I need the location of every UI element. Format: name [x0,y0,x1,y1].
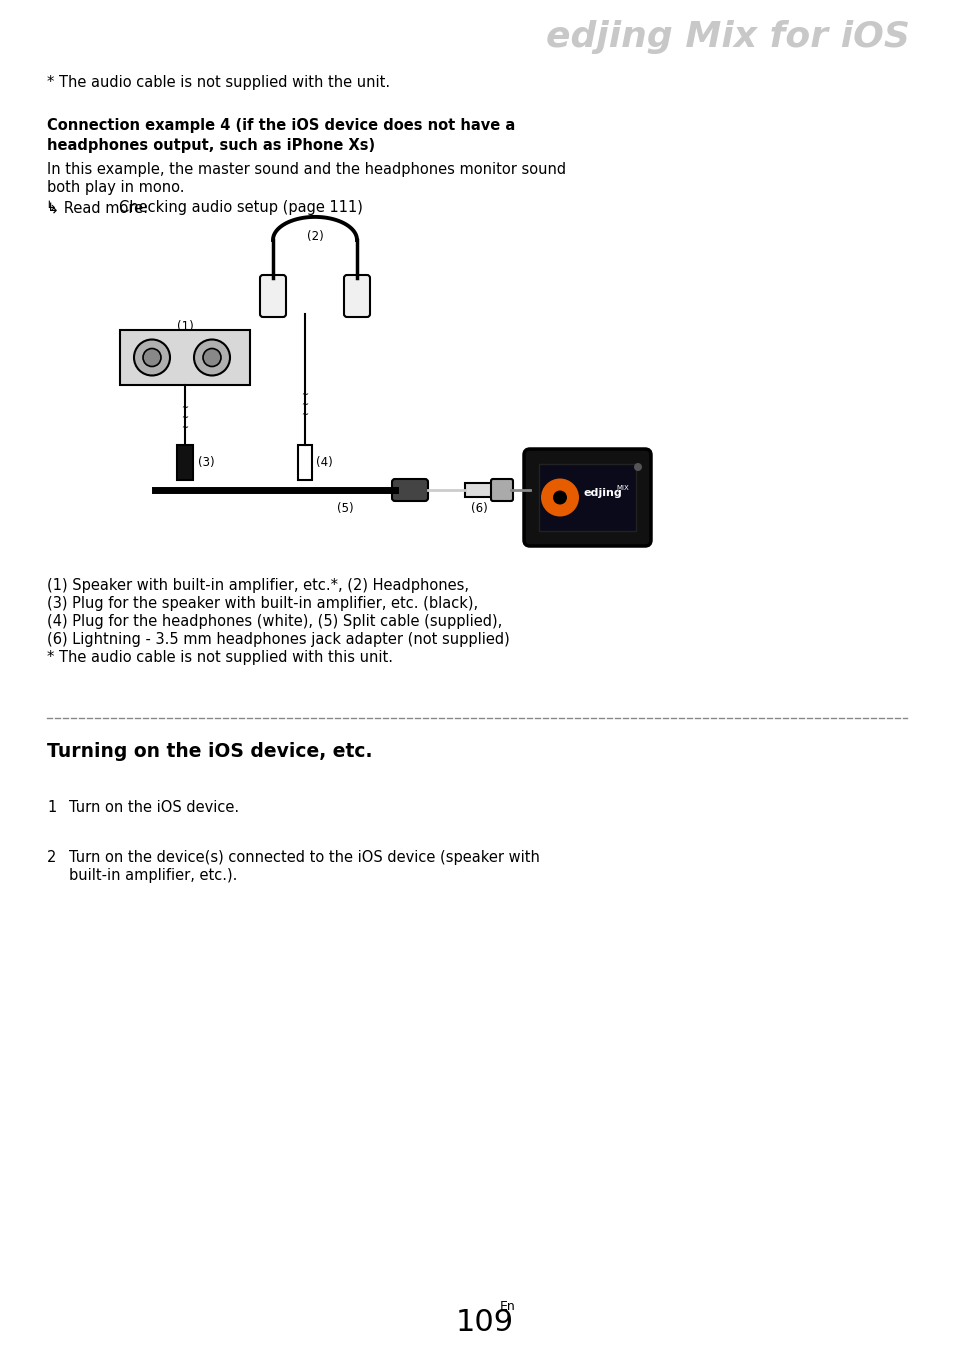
Text: edjing: edjing [583,488,622,499]
FancyBboxPatch shape [491,479,513,501]
FancyBboxPatch shape [538,464,636,531]
Text: (1): (1) [176,319,193,333]
Text: In this example, the master sound and the headphones monitor sound: In this example, the master sound and th… [47,162,565,177]
FancyBboxPatch shape [464,483,493,497]
Circle shape [133,340,170,376]
FancyBboxPatch shape [120,330,250,386]
Text: MIX: MIX [616,484,628,491]
Circle shape [203,349,221,367]
Text: (3): (3) [198,456,214,469]
Text: Turn on the iOS device.: Turn on the iOS device. [69,799,239,816]
Text: Connection example 4 (if the iOS device does not have a: Connection example 4 (if the iOS device … [47,119,515,133]
Text: En: En [499,1299,516,1313]
Text: ↳: ↳ [45,200,56,213]
Text: headphones output, such as iPhone Xs): headphones output, such as iPhone Xs) [47,137,375,154]
Text: * The audio cable is not supplied with this unit.: * The audio cable is not supplied with t… [47,650,393,665]
FancyBboxPatch shape [523,449,650,546]
Text: ~: ~ [181,403,189,412]
Text: ↳ Read more:: ↳ Read more: [47,200,152,214]
Text: both play in mono.: both play in mono. [47,181,184,195]
Circle shape [143,349,161,367]
Text: (4): (4) [315,456,333,469]
Text: 109: 109 [456,1308,514,1337]
Text: ~: ~ [301,391,308,399]
Text: (1) Speaker with built-in amplifier, etc.*, (2) Headphones,: (1) Speaker with built-in amplifier, etc… [47,578,469,593]
FancyBboxPatch shape [177,445,193,480]
Text: ~: ~ [301,411,308,419]
Circle shape [540,479,578,516]
Text: (6) Lightning - 3.5 mm headphones jack adapter (not supplied): (6) Lightning - 3.5 mm headphones jack a… [47,632,509,647]
Text: (6): (6) [470,501,487,515]
Text: 1: 1 [47,799,56,816]
Text: built-in amplifier, etc.).: built-in amplifier, etc.). [69,868,237,883]
Text: (2): (2) [306,231,323,243]
Circle shape [553,491,566,504]
FancyBboxPatch shape [260,275,286,317]
Text: (5): (5) [336,501,353,515]
Text: Turn on the device(s) connected to the iOS device (speaker with: Turn on the device(s) connected to the i… [69,851,539,865]
Text: (3) Plug for the speaker with built-in amplifier, etc. (black),: (3) Plug for the speaker with built-in a… [47,596,477,611]
FancyBboxPatch shape [297,445,312,480]
Text: ~: ~ [181,414,189,422]
Text: Turning on the iOS device, etc.: Turning on the iOS device, etc. [47,741,372,762]
Text: ~: ~ [301,400,308,410]
FancyBboxPatch shape [392,479,428,501]
Text: Checking audio setup (page 111): Checking audio setup (page 111) [119,200,362,214]
Text: edjing Mix for iOS: edjing Mix for iOS [545,20,909,54]
Circle shape [193,340,230,376]
Text: (4) Plug for the headphones (white), (5) Split cable (supplied),: (4) Plug for the headphones (white), (5)… [47,613,501,630]
FancyBboxPatch shape [344,275,370,317]
Text: ~: ~ [181,423,189,433]
Circle shape [634,462,641,470]
Text: 2: 2 [47,851,56,865]
Text: * The audio cable is not supplied with the unit.: * The audio cable is not supplied with t… [47,75,390,90]
